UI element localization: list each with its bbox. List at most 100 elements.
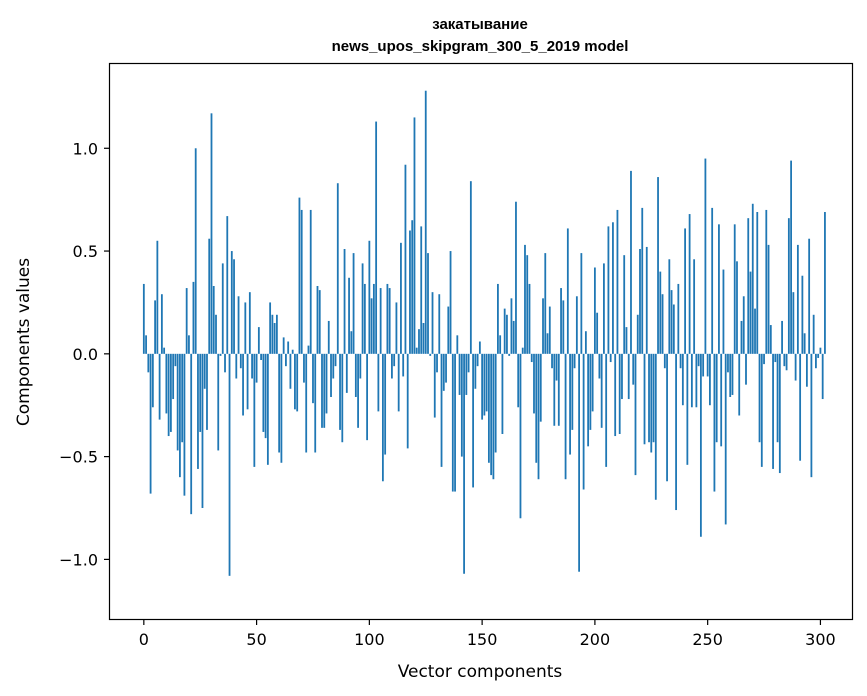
bar-282 xyxy=(778,353,781,474)
bar-149 xyxy=(478,341,481,354)
bar-110 xyxy=(391,353,393,379)
bar-118 xyxy=(409,230,411,354)
bar-209 xyxy=(614,353,617,437)
bar-137 xyxy=(451,353,454,492)
bar-139 xyxy=(456,335,459,354)
bar-101 xyxy=(370,298,373,354)
bar-55 xyxy=(266,353,269,465)
bar-51 xyxy=(257,327,260,354)
bar-231 xyxy=(663,353,666,369)
bar-46 xyxy=(246,353,249,410)
bar-79 xyxy=(321,353,323,428)
bar-40 xyxy=(233,259,235,354)
bar-21 xyxy=(190,353,193,515)
bar-175 xyxy=(537,353,540,480)
bar-258 xyxy=(724,353,727,525)
bar-254 xyxy=(715,353,718,443)
bar-88 xyxy=(341,353,344,443)
bar-238 xyxy=(679,353,682,369)
bar-219 xyxy=(636,314,639,354)
bar-300 xyxy=(819,347,822,354)
bar-56 xyxy=(269,302,272,354)
bar-93 xyxy=(352,253,355,354)
bar-166 xyxy=(517,353,520,408)
bar-16 xyxy=(179,353,181,478)
bar-194 xyxy=(580,253,583,354)
bar-196 xyxy=(584,331,587,354)
bar-292 xyxy=(801,275,804,354)
bar-67 xyxy=(294,353,296,410)
bar-291 xyxy=(799,353,802,461)
bar-286 xyxy=(787,218,790,354)
bar-31 xyxy=(212,286,215,354)
bar-102 xyxy=(372,283,375,354)
bar-251 xyxy=(709,353,711,406)
bar-26 xyxy=(201,353,204,508)
bar-117 xyxy=(406,353,409,449)
bar-2 xyxy=(147,353,150,373)
bar-126 xyxy=(427,253,429,354)
bar-33 xyxy=(217,353,220,451)
bar-176 xyxy=(539,353,542,422)
bar-195 xyxy=(582,353,585,490)
bar-244 xyxy=(693,259,696,354)
bar-187 xyxy=(564,353,567,480)
bar-97 xyxy=(361,263,364,354)
bar-136 xyxy=(449,251,452,354)
bar-256 xyxy=(720,353,723,447)
bar-106 xyxy=(381,353,384,482)
x-axis-ticks: 0 50 100 150 200 250 300 xyxy=(139,619,836,649)
bar-284 xyxy=(783,353,786,367)
bar-107 xyxy=(384,353,387,455)
bar-34 xyxy=(219,353,222,356)
bar-289 xyxy=(794,353,797,381)
bar-65 xyxy=(289,353,292,389)
bar-271 xyxy=(754,308,756,354)
bar-237 xyxy=(677,283,680,354)
bar-288 xyxy=(792,292,795,354)
bar-82 xyxy=(327,320,330,354)
bar-71 xyxy=(303,353,305,383)
y-tick-label: 0.5 xyxy=(73,242,98,261)
bar-197 xyxy=(587,353,590,447)
bar-172 xyxy=(530,353,533,363)
bar-108 xyxy=(386,283,389,354)
bar-152 xyxy=(485,353,488,412)
bar-191 xyxy=(573,353,576,369)
bar-68 xyxy=(296,353,299,412)
bar-162 xyxy=(508,353,511,356)
y-axis-label: Components values xyxy=(14,258,34,426)
bar-144 xyxy=(467,353,470,373)
bar-214 xyxy=(625,327,628,354)
bar-298 xyxy=(815,353,817,369)
bar-5 xyxy=(154,300,156,354)
bar-10 xyxy=(165,353,168,414)
bar-122 xyxy=(418,329,420,354)
bar-129 xyxy=(433,353,436,418)
bar-153 xyxy=(487,353,490,463)
x-tick-label: 0 xyxy=(139,630,149,649)
bar-50 xyxy=(255,353,258,383)
bar-250 xyxy=(706,353,709,377)
bar-3 xyxy=(149,353,152,494)
bar-268 xyxy=(747,218,750,354)
bar-76 xyxy=(314,353,317,453)
bar-165 xyxy=(515,201,517,354)
bar-240 xyxy=(684,228,686,354)
bar-145 xyxy=(469,181,472,354)
bar-20 xyxy=(188,335,190,354)
bar-74 xyxy=(309,209,312,354)
bar-1 xyxy=(145,335,147,354)
bar-11 xyxy=(167,353,170,437)
bar-203 xyxy=(600,353,603,428)
bar-32 xyxy=(215,314,217,354)
bar-44 xyxy=(242,353,244,416)
bar-109 xyxy=(388,288,391,354)
bar-132 xyxy=(440,353,443,467)
bar-154 xyxy=(490,353,493,476)
x-tick-label: 100 xyxy=(354,630,385,649)
bar-41 xyxy=(235,353,238,379)
y-tick-label: −1.0 xyxy=(59,550,98,569)
bar-272 xyxy=(756,212,759,354)
bar-202 xyxy=(598,353,601,379)
